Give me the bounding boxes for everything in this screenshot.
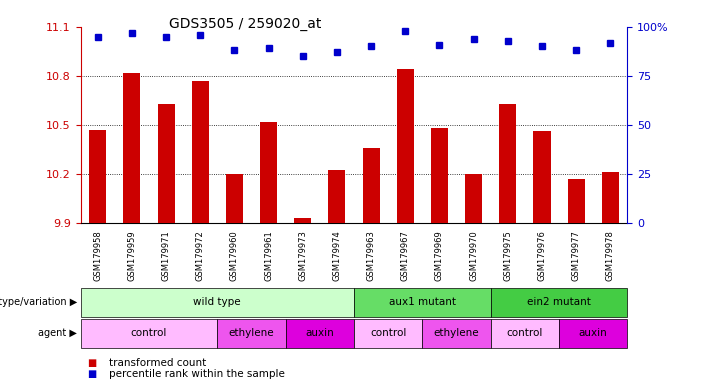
Bar — [123, 73, 140, 223]
Text: ein2 mutant: ein2 mutant — [527, 297, 591, 308]
Bar — [362, 148, 380, 223]
Text: control: control — [507, 328, 543, 338]
Bar — [328, 170, 346, 223]
Text: genotype/variation ▶: genotype/variation ▶ — [0, 297, 77, 308]
Text: control: control — [131, 328, 167, 338]
Text: auxin: auxin — [306, 328, 334, 338]
Text: control: control — [370, 328, 407, 338]
Bar — [226, 174, 243, 223]
Text: ethylene: ethylene — [229, 328, 274, 338]
Text: agent ▶: agent ▶ — [39, 328, 77, 338]
Text: GDS3505 / 259020_at: GDS3505 / 259020_at — [169, 17, 322, 31]
Bar — [158, 104, 175, 223]
Text: transformed count: transformed count — [109, 358, 206, 368]
Bar — [533, 131, 550, 223]
Bar — [397, 70, 414, 223]
Bar — [260, 122, 277, 223]
Bar — [499, 104, 517, 223]
Bar — [191, 81, 209, 223]
Bar — [568, 179, 585, 223]
Bar — [89, 130, 107, 223]
Text: ethylene: ethylene — [434, 328, 479, 338]
Text: ■: ■ — [88, 369, 100, 379]
Text: auxin: auxin — [579, 328, 608, 338]
Text: percentile rank within the sample: percentile rank within the sample — [109, 369, 285, 379]
Text: wild type: wild type — [193, 297, 241, 308]
Bar — [431, 128, 448, 223]
Bar — [465, 174, 482, 223]
Text: ■: ■ — [88, 358, 100, 368]
Bar — [294, 218, 311, 223]
Text: aux1 mutant: aux1 mutant — [389, 297, 456, 308]
Bar — [601, 172, 619, 223]
